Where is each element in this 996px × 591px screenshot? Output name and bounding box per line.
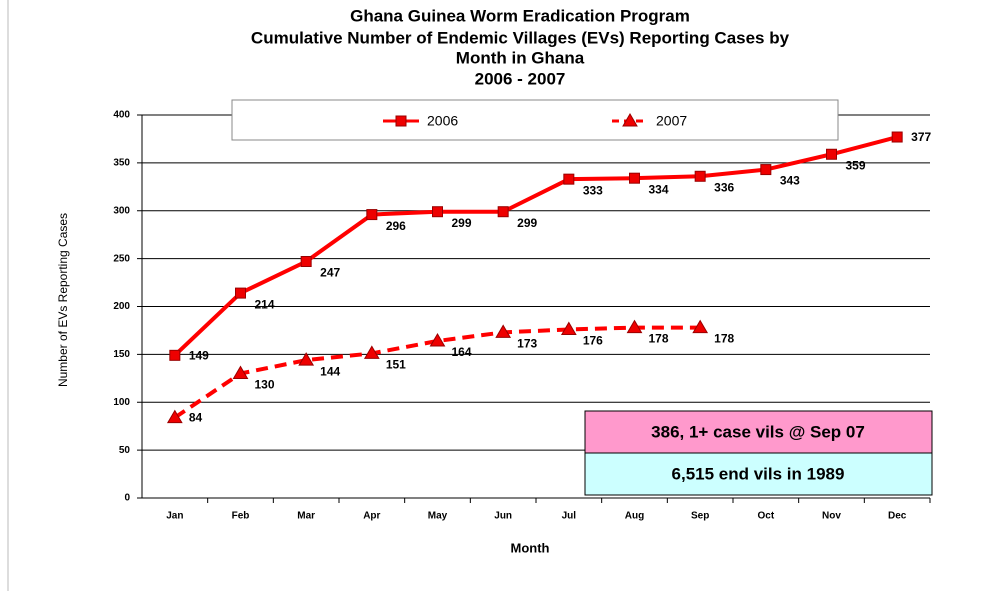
- x-tick-label: Sep: [691, 511, 709, 522]
- chart-title: Cumulative Number of Endemic Villages (E…: [251, 28, 790, 47]
- x-tick-label: Jan: [166, 511, 183, 522]
- annotation-box: [584, 452, 933, 496]
- data-label: 377: [911, 130, 931, 144]
- marker: [694, 170, 706, 182]
- chart-title: Month in Ghana: [456, 48, 585, 67]
- marker: [366, 209, 378, 221]
- marker: [432, 206, 443, 218]
- y-tick-label: 50: [119, 445, 131, 456]
- marker: [563, 173, 575, 185]
- marker: [363, 345, 380, 359]
- marker: [692, 319, 709, 334]
- y-tick-label: 100: [113, 397, 130, 408]
- annotation-box: [584, 410, 933, 454]
- legend-box: [231, 99, 839, 141]
- marker: [626, 319, 643, 334]
- chart-title: Ghana Guinea Worm Eradication Program: [350, 6, 690, 25]
- y-tick-label: 300: [113, 205, 130, 216]
- y-tick-label: 0: [124, 493, 130, 504]
- x-tick-label: Dec: [888, 511, 907, 522]
- x-tick-label: Feb: [232, 511, 250, 522]
- legend-label: 2006: [427, 113, 458, 129]
- data-label: 336: [714, 180, 734, 194]
- series-line: [173, 325, 701, 420]
- marker: [429, 332, 446, 347]
- data-label: 164: [452, 345, 472, 359]
- series-line: [173, 135, 898, 357]
- data-label: 151: [386, 358, 406, 372]
- marker: [760, 164, 772, 176]
- marker: [891, 131, 903, 143]
- x-tick-label: Jul: [562, 511, 577, 522]
- x-tick-label: Apr: [363, 511, 380, 522]
- legend-label: 2007: [656, 113, 687, 129]
- data-label: 130: [255, 378, 275, 392]
- chart-title: 2006 - 2007: [475, 69, 566, 88]
- marker: [300, 255, 312, 267]
- data-label: 176: [583, 334, 603, 348]
- data-label: 178: [649, 332, 669, 346]
- data-label: 173: [517, 337, 537, 351]
- data-label: 214: [255, 297, 275, 311]
- data-label: 296: [386, 219, 406, 233]
- data-label: 299: [452, 216, 472, 230]
- y-tick-label: 400: [113, 110, 130, 121]
- marker: [826, 148, 837, 160]
- annotation-text: 386, 1+ case vils @ Sep 07: [651, 422, 865, 441]
- x-tick-label: Jun: [494, 511, 512, 522]
- x-tick-label: Oct: [757, 511, 774, 522]
- y-tick-label: 200: [113, 301, 130, 312]
- data-label: 247: [320, 266, 340, 280]
- y-axis-label: Number of EVs Reporting Cases: [56, 213, 70, 387]
- marker: [232, 365, 249, 380]
- marker: [395, 115, 407, 127]
- x-axis-label: Month: [511, 540, 550, 555]
- y-tick-label: 350: [113, 158, 130, 169]
- x-tick-label: Aug: [625, 511, 644, 522]
- marker: [622, 113, 638, 127]
- y-tick-label: 250: [113, 253, 130, 264]
- marker: [629, 172, 640, 184]
- y-tick-label: 150: [113, 349, 130, 360]
- data-label: 334: [649, 182, 669, 196]
- data-label: 84: [189, 411, 203, 425]
- data-label: 144: [320, 364, 340, 378]
- x-tick-label: May: [428, 511, 448, 522]
- data-label: 333: [583, 183, 603, 197]
- marker: [560, 321, 577, 335]
- x-tick-label: Nov: [822, 511, 841, 522]
- data-label: 178: [714, 332, 734, 346]
- marker: [166, 409, 183, 424]
- marker: [169, 349, 181, 361]
- data-label: 343: [780, 174, 800, 188]
- marker: [497, 206, 509, 218]
- data-label: 299: [517, 216, 537, 230]
- data-label: 149: [189, 349, 209, 363]
- marker: [298, 352, 315, 366]
- marker: [235, 287, 246, 299]
- marker: [495, 324, 512, 338]
- annotation-text: 6,515 end vils in 1989: [672, 464, 845, 483]
- x-tick-label: Mar: [297, 511, 315, 522]
- data-label: 359: [846, 158, 866, 172]
